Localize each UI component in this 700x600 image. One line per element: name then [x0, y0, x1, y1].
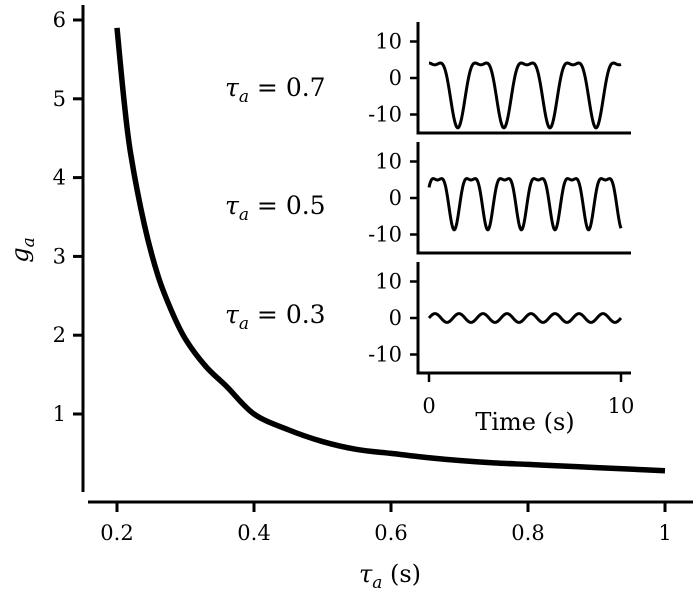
- inset-x-tick-label: 0: [422, 394, 435, 418]
- inset-waveform: [427, 177, 623, 232]
- x-tick-label: 0.6: [374, 521, 407, 545]
- tau-label: τa = 0.7: [225, 73, 326, 107]
- inset-y-tick-label: -10: [368, 103, 402, 127]
- x-axis-label: τa (s): [359, 560, 421, 593]
- inset-waveform: [427, 312, 623, 324]
- inset-y-tick-label: 0: [389, 186, 402, 210]
- y-tick-label: 3: [53, 244, 66, 268]
- x-tick-label: 0.4: [237, 521, 270, 545]
- inset-panel: 10 0 -10 τa = 0.3: [225, 262, 631, 375]
- y-tick-label: 4: [53, 166, 66, 190]
- y-tick-label: 1: [53, 402, 66, 426]
- inset-panel: 10 0 -10 τa = 0.5: [225, 142, 631, 255]
- inset-y-tick-label: 0: [389, 306, 402, 330]
- ga-curve: [114, 27, 666, 474]
- tau-label: τa = 0.3: [225, 300, 326, 334]
- x-ticks: 0.2 0.4 0.6 0.8 1: [100, 502, 672, 545]
- y-tick-label: 2: [53, 323, 66, 347]
- main-plot: 1 2 3 4 5 6 0.2 0.4 0.6 0.8 1 τa (s) ga: [6, 5, 693, 593]
- y-axis-label: ga: [6, 237, 39, 263]
- inset-y-tick-label: 10: [375, 150, 402, 174]
- inset-plots: 10 0 -10 τa = 0.7 10 0 -10 τa = 0.5 10 0 -10 τa = 0…: [225, 22, 634, 436]
- inset-y-tick-label: 0: [389, 66, 402, 90]
- inset-x-tick-label: 10: [608, 394, 635, 418]
- inset-panel: 10 0 -10 τa = 0.7: [225, 22, 631, 135]
- x-tick-label: 0.2: [100, 521, 133, 545]
- inset-y-tick-label: 10: [375, 270, 402, 294]
- inset-x-axis-label: Time (s): [475, 408, 574, 436]
- inset-y-tick-label: -10: [368, 223, 402, 247]
- inset-y-tick-label: -10: [368, 343, 402, 367]
- inset-waveform: [428, 61, 622, 130]
- x-tick-label: 1: [658, 521, 671, 545]
- tau-label: τa = 0.5: [225, 191, 326, 225]
- y-ticks: 1 2 3 4 5 6: [53, 8, 83, 426]
- y-tick-label: 6: [53, 8, 66, 32]
- inset-y-tick-label: 10: [375, 30, 402, 54]
- x-tick-label: 0.8: [511, 521, 544, 545]
- y-tick-label: 5: [53, 87, 66, 111]
